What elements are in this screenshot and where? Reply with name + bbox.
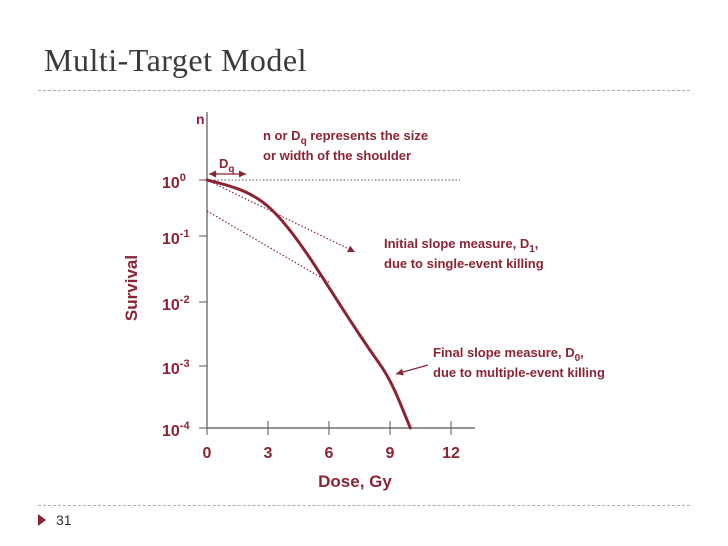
footer-arrow-icon	[38, 514, 46, 526]
initial-slope-line	[206, 179, 356, 253]
y-tick-label: 10-1	[162, 228, 190, 248]
annotation-line1: Initial slope measure, D1,	[384, 236, 538, 255]
x-axis-label: Dose, Gy	[318, 472, 392, 491]
final-slope-arrow	[395, 364, 429, 376]
annotation-line2: due to single-event killing	[384, 256, 544, 271]
y-tick-label: 10-4	[162, 420, 190, 440]
annotation-line2: or width of the shoulder	[263, 148, 411, 163]
y-tick-label: 10-3	[162, 358, 190, 378]
x-tick-label: 9	[386, 445, 395, 462]
annotation-line1: Final slope measure, D0,	[433, 345, 584, 364]
page-number: 31	[56, 512, 72, 528]
y-tick-label: 100	[162, 172, 186, 192]
annotation-line2: due to multiple-event killing	[433, 365, 605, 380]
x-tick-label: 6	[325, 445, 334, 462]
n-label: n	[196, 111, 205, 127]
x-tick-label: 12	[442, 445, 460, 462]
x-tick-label: 0	[203, 445, 212, 462]
survival-curve	[205, 178, 412, 430]
footer-divider	[38, 505, 690, 506]
x-tick-label: 3	[264, 445, 273, 462]
page-title: Multi-Target Model	[44, 42, 308, 78]
y-tick-label: 10-2	[162, 294, 190, 314]
title-divider	[38, 90, 690, 91]
annotation-line1: n or Dq represents the size	[263, 128, 428, 147]
y-axis-label: Survival	[122, 255, 141, 321]
footer: 31	[38, 512, 72, 528]
extrapolation-line	[206, 210, 330, 283]
dq-label: Dq	[219, 156, 235, 175]
